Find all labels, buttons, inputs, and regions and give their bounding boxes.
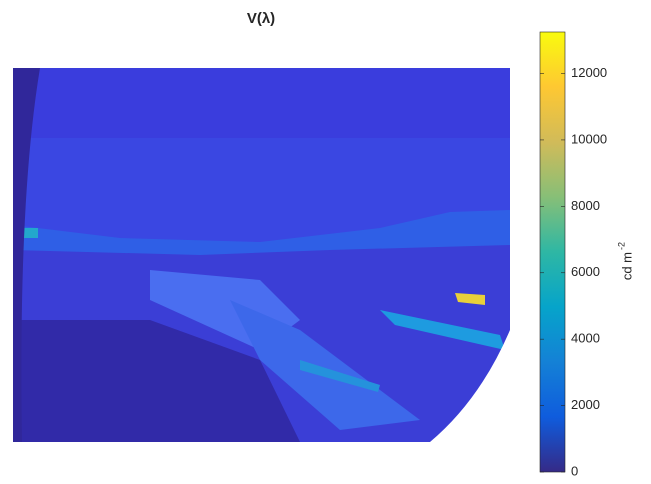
colorbar-label-text: cd m	[619, 252, 634, 280]
colorbar-tick-label: 0	[571, 463, 578, 478]
colorbar-tick-label: 6000	[571, 264, 600, 279]
colorbar-tick-label: 8000	[571, 198, 600, 213]
colorbar-tick-label: 12000	[571, 65, 607, 80]
colorbar-label: cd m -2	[616, 242, 634, 280]
luminance-image	[13, 68, 510, 442]
chart-title: V(λ)	[247, 10, 275, 27]
colorbar-tick-label: 2000	[571, 397, 600, 412]
page: V(λ) cd m -2 0 2000 4000 6000 8000 10000 12000…	[0, 0, 651, 484]
colorbar-label-exponent: -2	[616, 242, 626, 250]
chart: V(λ) cd m -2 0 2000 4000 6000 8000 10000 12000	[0, 0, 651, 484]
colorbar	[540, 32, 565, 472]
colorbar-tick-label: 4000	[571, 331, 600, 346]
colorbar-tick-label: 10000	[571, 131, 607, 146]
